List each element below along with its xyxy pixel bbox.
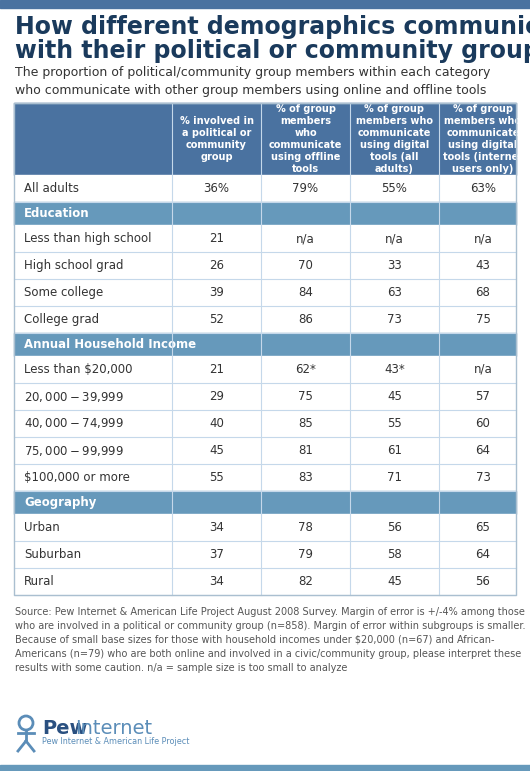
- Text: $20,000-$39,999: $20,000-$39,999: [24, 389, 124, 403]
- Text: College grad: College grad: [24, 313, 99, 326]
- Text: 64: 64: [475, 548, 490, 561]
- Text: Education: Education: [24, 207, 90, 220]
- Text: % of group
members who
communicate
using digital
tools (internet
users only): % of group members who communicate using…: [443, 104, 523, 174]
- Text: Less than high school: Less than high school: [24, 232, 152, 245]
- Bar: [14, 410, 516, 437]
- Text: n/a: n/a: [385, 232, 404, 245]
- Text: 68: 68: [475, 286, 490, 299]
- Bar: [14, 464, 516, 491]
- Bar: [14, 437, 516, 464]
- Bar: [0, 765, 530, 771]
- Text: 36%: 36%: [204, 182, 229, 195]
- Text: 82: 82: [298, 575, 313, 588]
- Text: 52: 52: [209, 313, 224, 326]
- Text: 40: 40: [209, 417, 224, 430]
- Text: 56: 56: [475, 575, 490, 588]
- Text: 26: 26: [209, 259, 224, 272]
- Text: All adults: All adults: [24, 182, 79, 195]
- Text: $75,000-$99,999: $75,000-$99,999: [24, 443, 124, 457]
- Text: 21: 21: [209, 232, 224, 245]
- Text: Pew: Pew: [42, 719, 87, 739]
- Text: % of group
members
who
communicate
using offline
tools: % of group members who communicate using…: [269, 104, 342, 174]
- Text: 55: 55: [209, 471, 224, 484]
- Text: 45: 45: [209, 444, 224, 457]
- Bar: [14, 383, 516, 410]
- Text: 79: 79: [298, 548, 313, 561]
- Text: 57: 57: [475, 390, 490, 403]
- Bar: [14, 279, 516, 306]
- Text: 29: 29: [209, 390, 224, 403]
- Text: $100,000 or more: $100,000 or more: [24, 471, 130, 484]
- Text: 63: 63: [387, 286, 402, 299]
- Text: 39: 39: [209, 286, 224, 299]
- Text: 55: 55: [387, 417, 402, 430]
- Text: 43: 43: [475, 259, 490, 272]
- Bar: [14, 514, 516, 541]
- Text: 60: 60: [475, 417, 490, 430]
- Bar: [14, 252, 516, 279]
- Text: Geography: Geography: [24, 496, 96, 509]
- Text: 81: 81: [298, 444, 313, 457]
- Text: 61: 61: [387, 444, 402, 457]
- Text: Less than $20,000: Less than $20,000: [24, 363, 132, 376]
- Text: Pew Internet & American Life Project: Pew Internet & American Life Project: [42, 736, 189, 746]
- Text: How different demographics communicate: How different demographics communicate: [15, 15, 530, 39]
- Text: n/a: n/a: [474, 232, 492, 245]
- Bar: [0, 0, 530, 8]
- Text: Suburban: Suburban: [24, 548, 81, 561]
- Text: 85: 85: [298, 417, 313, 430]
- Text: 62*: 62*: [295, 363, 316, 376]
- Text: 63%: 63%: [470, 182, 496, 195]
- Text: 33: 33: [387, 259, 402, 272]
- Text: 34: 34: [209, 575, 224, 588]
- Text: Some college: Some college: [24, 286, 103, 299]
- Bar: [14, 175, 516, 202]
- Text: 75: 75: [298, 390, 313, 403]
- Text: 65: 65: [475, 521, 490, 534]
- Bar: [14, 103, 516, 175]
- Bar: [14, 491, 516, 514]
- Text: 45: 45: [387, 390, 402, 403]
- Bar: [14, 333, 516, 356]
- Text: Internet: Internet: [75, 719, 152, 739]
- Bar: [14, 356, 516, 383]
- Text: Urban: Urban: [24, 521, 60, 534]
- Text: with their political or community groups: with their political or community groups: [15, 39, 530, 63]
- Text: % of group
members who
communicate
using digital
tools (all
adults): % of group members who communicate using…: [356, 104, 433, 174]
- Bar: [14, 103, 516, 595]
- Text: 21: 21: [209, 363, 224, 376]
- Text: n/a: n/a: [474, 363, 492, 376]
- Text: 70: 70: [298, 259, 313, 272]
- Text: $40,000-$74,999: $40,000-$74,999: [24, 416, 124, 430]
- Text: The proportion of political/community group members within each category
who com: The proportion of political/community gr…: [15, 66, 490, 97]
- Text: 73: 73: [387, 313, 402, 326]
- Text: 75: 75: [475, 313, 490, 326]
- Bar: [14, 225, 516, 252]
- Bar: [14, 306, 516, 333]
- Text: % involved in
a political or
community
group: % involved in a political or community g…: [180, 116, 253, 162]
- Bar: [14, 541, 516, 568]
- Text: 64: 64: [475, 444, 490, 457]
- Text: 86: 86: [298, 313, 313, 326]
- Text: 71: 71: [387, 471, 402, 484]
- Text: 37: 37: [209, 548, 224, 561]
- Text: 55%: 55%: [382, 182, 408, 195]
- Text: 83: 83: [298, 471, 313, 484]
- Text: 56: 56: [387, 521, 402, 534]
- Text: Source: Pew Internet & American Life Project August 2008 Survey. Margin of error: Source: Pew Internet & American Life Pro…: [15, 607, 526, 673]
- Text: n/a: n/a: [296, 232, 315, 245]
- Text: 43*: 43*: [384, 363, 405, 376]
- Text: High school grad: High school grad: [24, 259, 123, 272]
- Text: Annual Household Income: Annual Household Income: [24, 338, 196, 351]
- Text: 58: 58: [387, 548, 402, 561]
- Bar: [14, 202, 516, 225]
- Text: 78: 78: [298, 521, 313, 534]
- Text: 73: 73: [475, 471, 490, 484]
- Text: 34: 34: [209, 521, 224, 534]
- Text: 84: 84: [298, 286, 313, 299]
- Text: 79%: 79%: [293, 182, 319, 195]
- Text: Rural: Rural: [24, 575, 55, 588]
- Bar: [14, 568, 516, 595]
- Text: 45: 45: [387, 575, 402, 588]
